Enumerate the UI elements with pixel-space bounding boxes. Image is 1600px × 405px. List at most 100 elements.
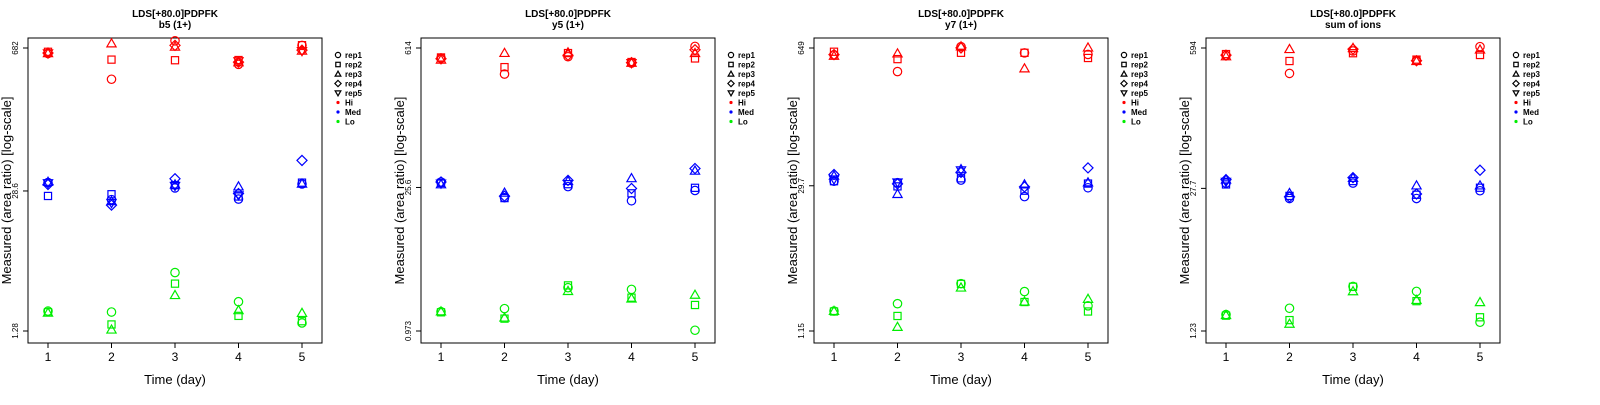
legend-marker xyxy=(334,79,342,88)
legend-marker xyxy=(335,61,341,68)
legend-marker xyxy=(1512,51,1520,59)
data-point xyxy=(689,288,701,299)
legend-label: Med xyxy=(345,108,361,117)
data-point xyxy=(233,194,244,204)
data-point xyxy=(893,54,902,64)
legend-label: Med xyxy=(1523,108,1539,117)
y-tick-label: 25.6 xyxy=(404,179,413,195)
data-point xyxy=(107,320,116,329)
legend-marker xyxy=(1120,90,1128,98)
data-point xyxy=(232,304,245,315)
data-point xyxy=(891,321,904,331)
data-point xyxy=(690,183,700,192)
data-point xyxy=(1283,191,1296,203)
data-point xyxy=(1474,179,1486,190)
data-point xyxy=(690,300,700,310)
data-point xyxy=(955,163,967,174)
y-axis-label: Measured (area ratio) [log-scale] xyxy=(392,97,407,285)
y-tick-label: 594 xyxy=(1189,41,1198,55)
data-point xyxy=(891,47,904,58)
legend-marker xyxy=(1512,69,1520,77)
y-tick-label: 1.23 xyxy=(1189,323,1198,339)
data-point xyxy=(498,47,511,58)
data-point xyxy=(1283,43,1296,54)
data-point xyxy=(169,181,181,192)
data-point xyxy=(499,303,510,314)
x-tick-label: 1 xyxy=(1223,350,1230,364)
data-point xyxy=(1018,180,1031,193)
data-point xyxy=(690,185,700,196)
y-axis-label: Measured (area ratio) [log-scale] xyxy=(785,97,800,285)
data-point xyxy=(1083,307,1093,316)
legend-marker xyxy=(1513,61,1519,68)
data-point xyxy=(1347,42,1359,53)
data-point xyxy=(955,166,967,177)
data-point xyxy=(626,195,637,206)
x-axis-label: Time (day) xyxy=(930,372,992,387)
data-point xyxy=(828,48,840,61)
data-point xyxy=(562,285,574,296)
legend-label: rep4 xyxy=(1523,80,1540,89)
y-tick-label: 27.7 xyxy=(1189,180,1198,196)
legend-label: Hi xyxy=(1523,99,1531,108)
x-tick-label: 3 xyxy=(1350,350,1357,364)
plot-frame xyxy=(813,37,1109,344)
data-point xyxy=(1475,185,1485,196)
x-tick-label: 4 xyxy=(235,350,242,364)
data-point xyxy=(1020,48,1029,57)
data-point xyxy=(169,39,181,52)
data-point xyxy=(1082,162,1094,174)
legend-marker xyxy=(1512,90,1520,98)
data-point xyxy=(1285,56,1294,66)
data-point xyxy=(170,36,180,46)
data-point xyxy=(1410,179,1423,190)
data-point xyxy=(1410,54,1423,67)
data-point xyxy=(828,175,840,186)
data-point xyxy=(234,311,243,321)
x-tick-label: 3 xyxy=(172,350,179,364)
legend-marker xyxy=(1120,69,1128,77)
data-point xyxy=(43,191,53,201)
data-point xyxy=(169,178,181,189)
data-point xyxy=(1347,43,1359,55)
data-point xyxy=(169,289,181,300)
x-tick-label: 2 xyxy=(894,350,901,364)
data-point xyxy=(1284,303,1295,314)
data-point xyxy=(500,62,509,72)
data-point xyxy=(1221,180,1231,189)
data-point xyxy=(828,168,840,181)
data-point xyxy=(296,177,308,188)
x-tick-label: 1 xyxy=(438,350,445,364)
data-point xyxy=(105,195,118,206)
x-tick-label: 2 xyxy=(1286,350,1293,364)
data-point xyxy=(1018,295,1031,306)
data-point xyxy=(105,198,118,209)
legend-label: Hi xyxy=(345,99,353,108)
data-point xyxy=(955,42,967,54)
data-point xyxy=(563,181,573,192)
legend-label: rep3 xyxy=(1131,70,1148,79)
data-point xyxy=(498,311,511,322)
data-point xyxy=(498,186,511,197)
data-point xyxy=(1474,296,1486,307)
chart-subtitle: y7 (1+) xyxy=(945,20,977,31)
data-point xyxy=(563,281,573,290)
data-point xyxy=(232,57,245,68)
legend-marker xyxy=(334,51,342,59)
legend-label: rep3 xyxy=(345,70,362,79)
data-point xyxy=(1475,317,1485,328)
legend-marker xyxy=(334,90,342,98)
data-point xyxy=(955,281,967,292)
x-tick-label: 4 xyxy=(1413,350,1420,364)
chart-title: LDS[+80.0]PDPFK xyxy=(132,9,219,20)
data-point xyxy=(105,323,118,334)
legend-marker xyxy=(727,51,735,59)
data-point xyxy=(690,325,700,336)
legend-label: rep4 xyxy=(738,80,755,89)
data-point xyxy=(435,52,447,65)
